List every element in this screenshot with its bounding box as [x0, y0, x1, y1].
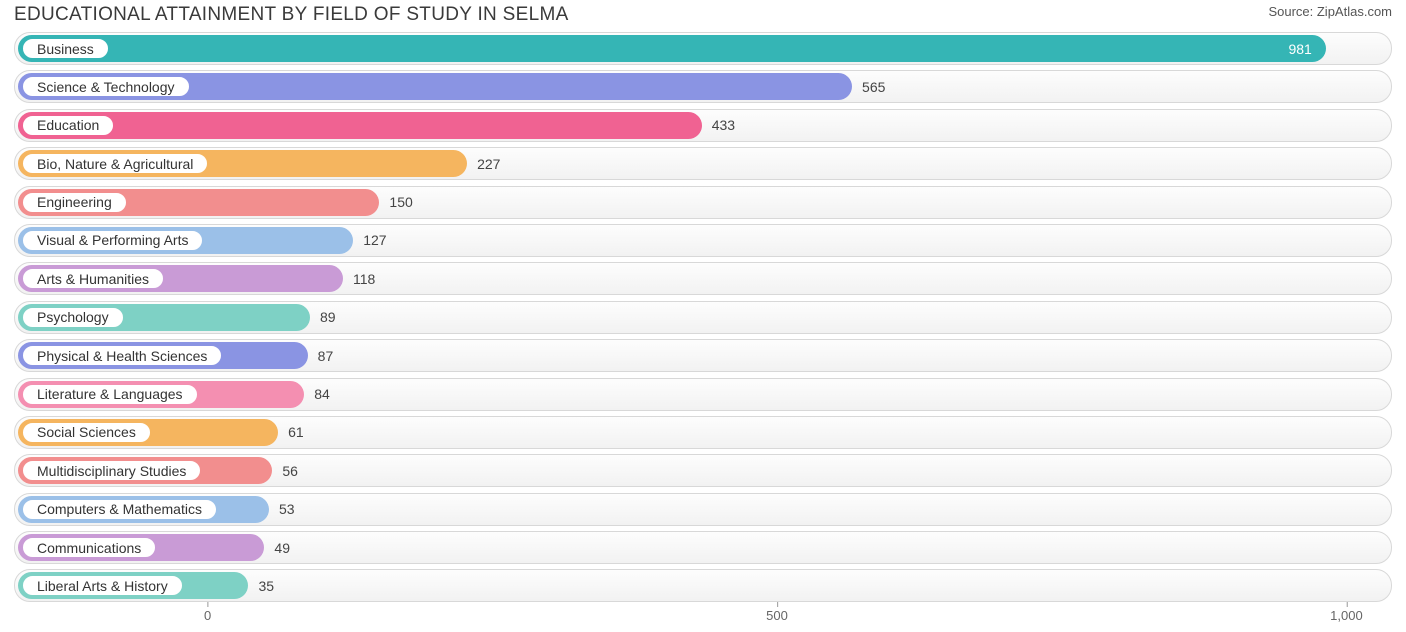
- bar-category-label: Bio, Nature & Agricultural: [21, 152, 209, 175]
- x-axis-tick: 0: [204, 608, 211, 623]
- bar-row: Arts & Humanities 118: [14, 262, 1392, 295]
- bar-category-label: Computers & Mathematics: [21, 498, 218, 521]
- bar-category-label: Literature & Languages: [21, 383, 199, 406]
- chart-plot-area: Business 981 Science & Technology 565 Educat…: [0, 32, 1406, 602]
- bar-value-label: 981: [1288, 33, 1311, 64]
- bar-value-label: 127: [363, 225, 386, 256]
- bar-category-label: Arts & Humanities: [21, 267, 165, 290]
- bar-category-label: Visual & Performing Arts: [21, 229, 204, 252]
- bar-row: Psychology 89: [14, 301, 1392, 334]
- bar-value-label: 150: [389, 187, 412, 218]
- bar-category-label: Education: [21, 114, 115, 137]
- bar-value-label: 89: [320, 302, 336, 333]
- bar-category-label: Business: [21, 37, 110, 60]
- bar-value-label: 56: [282, 455, 298, 486]
- chart-header: EDUCATIONAL ATTAINMENT BY FIELD OF STUDY…: [0, 0, 1406, 32]
- bar-category-label: Liberal Arts & History: [21, 574, 184, 597]
- bar-value-label: 118: [353, 263, 375, 294]
- bar-category-label: Social Sciences: [21, 421, 152, 444]
- bar-category-label: Science & Technology: [21, 75, 191, 98]
- bar-category-label: Psychology: [21, 306, 125, 329]
- chart-title: EDUCATIONAL ATTAINMENT BY FIELD OF STUDY…: [14, 4, 569, 26]
- bar-row: Liberal Arts & History 35: [14, 569, 1392, 602]
- bar-row: Computers & Mathematics 53: [14, 493, 1392, 526]
- bar-value-label: 227: [477, 148, 500, 179]
- bar-row: Bio, Nature & Agricultural 227: [14, 147, 1392, 180]
- bar-row: Education 433: [14, 109, 1392, 142]
- bar-category-label: Communications: [21, 536, 157, 559]
- bar-row: Science & Technology 565: [14, 70, 1392, 103]
- bar-value-label: 565: [862, 71, 885, 102]
- bar-row: Engineering 150: [14, 186, 1392, 219]
- bar-value-label: 61: [288, 417, 304, 448]
- bar-category-label: Engineering: [21, 191, 128, 214]
- bar-row: Visual & Performing Arts 127: [14, 224, 1392, 257]
- chart-source: Source: ZipAtlas.com: [1268, 4, 1392, 19]
- bar-row: Social Sciences 61: [14, 416, 1392, 449]
- bar-value-label: 87: [318, 340, 334, 371]
- bar-category-label: Physical & Health Sciences: [21, 344, 223, 367]
- x-axis-tick: 1,000: [1330, 608, 1363, 623]
- x-axis: 0 500 1,000: [14, 608, 1392, 632]
- bar-row: Multidisciplinary Studies 56: [14, 454, 1392, 487]
- bar-value-label: 35: [258, 570, 274, 601]
- bar-value-label: 49: [274, 532, 290, 563]
- bar-value-label: 53: [279, 494, 295, 525]
- bar-value-label: 433: [712, 110, 735, 141]
- bar-row: Literature & Languages 84: [14, 378, 1392, 411]
- bar-fill: [18, 35, 1326, 62]
- bar-row: Communications 49: [14, 531, 1392, 564]
- bar-row: Business 981: [14, 32, 1392, 65]
- bar-value-label: 84: [314, 379, 330, 410]
- bar-category-label: Multidisciplinary Studies: [21, 459, 202, 482]
- bar-fill: [18, 112, 702, 139]
- x-axis-tick: 500: [766, 608, 788, 623]
- bar-row: Physical & Health Sciences 87: [14, 339, 1392, 372]
